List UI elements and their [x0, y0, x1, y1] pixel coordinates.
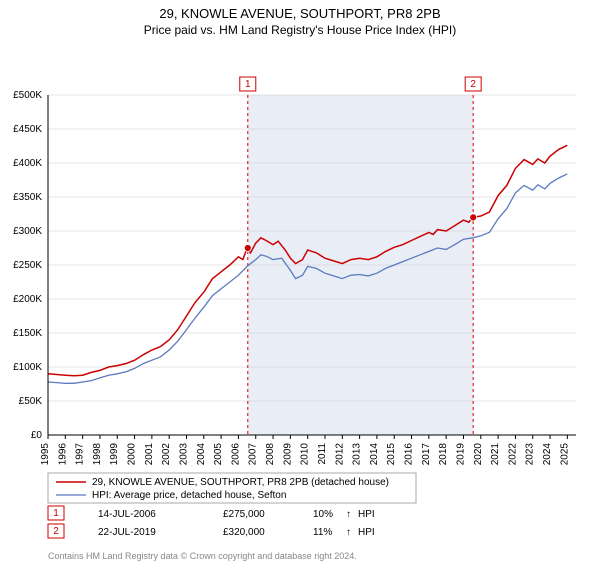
- x-tick-label: 1999: [109, 443, 120, 466]
- x-tick-label: 2002: [161, 443, 172, 466]
- sale-point: [244, 245, 251, 252]
- x-tick-label: 2015: [386, 443, 397, 466]
- legend-label-2: HPI: Average price, detached house, Seft…: [92, 490, 286, 501]
- y-tick-label: £450K: [13, 124, 42, 135]
- x-tick-label: 2007: [248, 443, 259, 466]
- event-marker-num: 2: [470, 79, 476, 90]
- event-marker-num: 1: [245, 79, 251, 90]
- x-tick-label: 2017: [421, 443, 432, 466]
- y-tick-label: £200K: [13, 294, 42, 305]
- y-tick-label: £150K: [13, 328, 42, 339]
- y-tick-label: £350K: [13, 192, 42, 203]
- x-tick-label: 2016: [404, 443, 415, 466]
- x-tick-label: 2014: [369, 443, 380, 466]
- x-tick-label: 2021: [490, 443, 501, 466]
- sale-note: HPI: [358, 509, 375, 520]
- x-tick-label: 2010: [300, 443, 311, 466]
- y-tick-label: £250K: [13, 260, 42, 271]
- x-tick-label: 2022: [507, 443, 518, 466]
- x-tick-label: 2001: [144, 443, 155, 466]
- x-tick-label: 2023: [525, 443, 536, 466]
- x-tick-label: 2020: [473, 443, 484, 466]
- x-tick-label: 2009: [282, 443, 293, 466]
- x-tick-label: 2024: [542, 443, 553, 466]
- sale-pct: 10%: [313, 509, 333, 520]
- x-tick-label: 2019: [455, 443, 466, 466]
- chart-title: 29, KNOWLE AVENUE, SOUTHPORT, PR8 2PB: [0, 0, 600, 21]
- x-tick-label: 2013: [352, 443, 363, 466]
- sale-point: [470, 214, 477, 221]
- x-tick-label: 2004: [196, 443, 207, 466]
- x-tick-label: 2008: [265, 443, 276, 466]
- sale-price: £320,000: [223, 527, 265, 538]
- sale-date: 14-JUL-2006: [98, 509, 156, 520]
- sale-price: £275,000: [223, 509, 265, 520]
- x-tick-label: 2012: [334, 443, 345, 466]
- x-tick-label: 2000: [127, 443, 138, 466]
- sale-pct: 11%: [313, 527, 332, 538]
- sale-note: HPI: [358, 527, 375, 538]
- legend-label-1: 29, KNOWLE AVENUE, SOUTHPORT, PR8 2PB (d…: [92, 477, 389, 488]
- x-tick-label: 2005: [213, 443, 224, 466]
- x-tick-label: 2006: [230, 443, 241, 466]
- sale-date: 22-JUL-2019: [98, 527, 156, 538]
- y-tick-label: £400K: [13, 158, 42, 169]
- x-tick-label: 2018: [438, 443, 449, 466]
- y-tick-label: £300K: [13, 226, 42, 237]
- x-tick-label: 2003: [178, 443, 189, 466]
- sale-row-num: 1: [53, 508, 59, 519]
- chart-subtitle: Price paid vs. HM Land Registry's House …: [0, 21, 600, 41]
- x-tick-label: 1998: [92, 443, 103, 466]
- x-tick-label: 2025: [559, 443, 570, 466]
- y-tick-label: £500K: [13, 90, 42, 101]
- up-arrow-icon: ↑: [346, 509, 351, 520]
- x-tick-label: 1997: [75, 443, 86, 466]
- x-tick-label: 1995: [40, 443, 51, 466]
- sale-row-num: 2: [53, 526, 59, 537]
- y-tick-label: £100K: [13, 362, 42, 373]
- x-tick-label: 1996: [57, 443, 68, 466]
- chart-svg: £0 £50K £100K £150K £200K £250K £300K £350K £400…: [0, 41, 600, 561]
- x-tick-label: 2011: [317, 443, 328, 465]
- y-tick-label: £50K: [19, 396, 43, 407]
- y-tick-label: £0: [31, 430, 43, 441]
- up-arrow-icon: ↑: [346, 527, 351, 538]
